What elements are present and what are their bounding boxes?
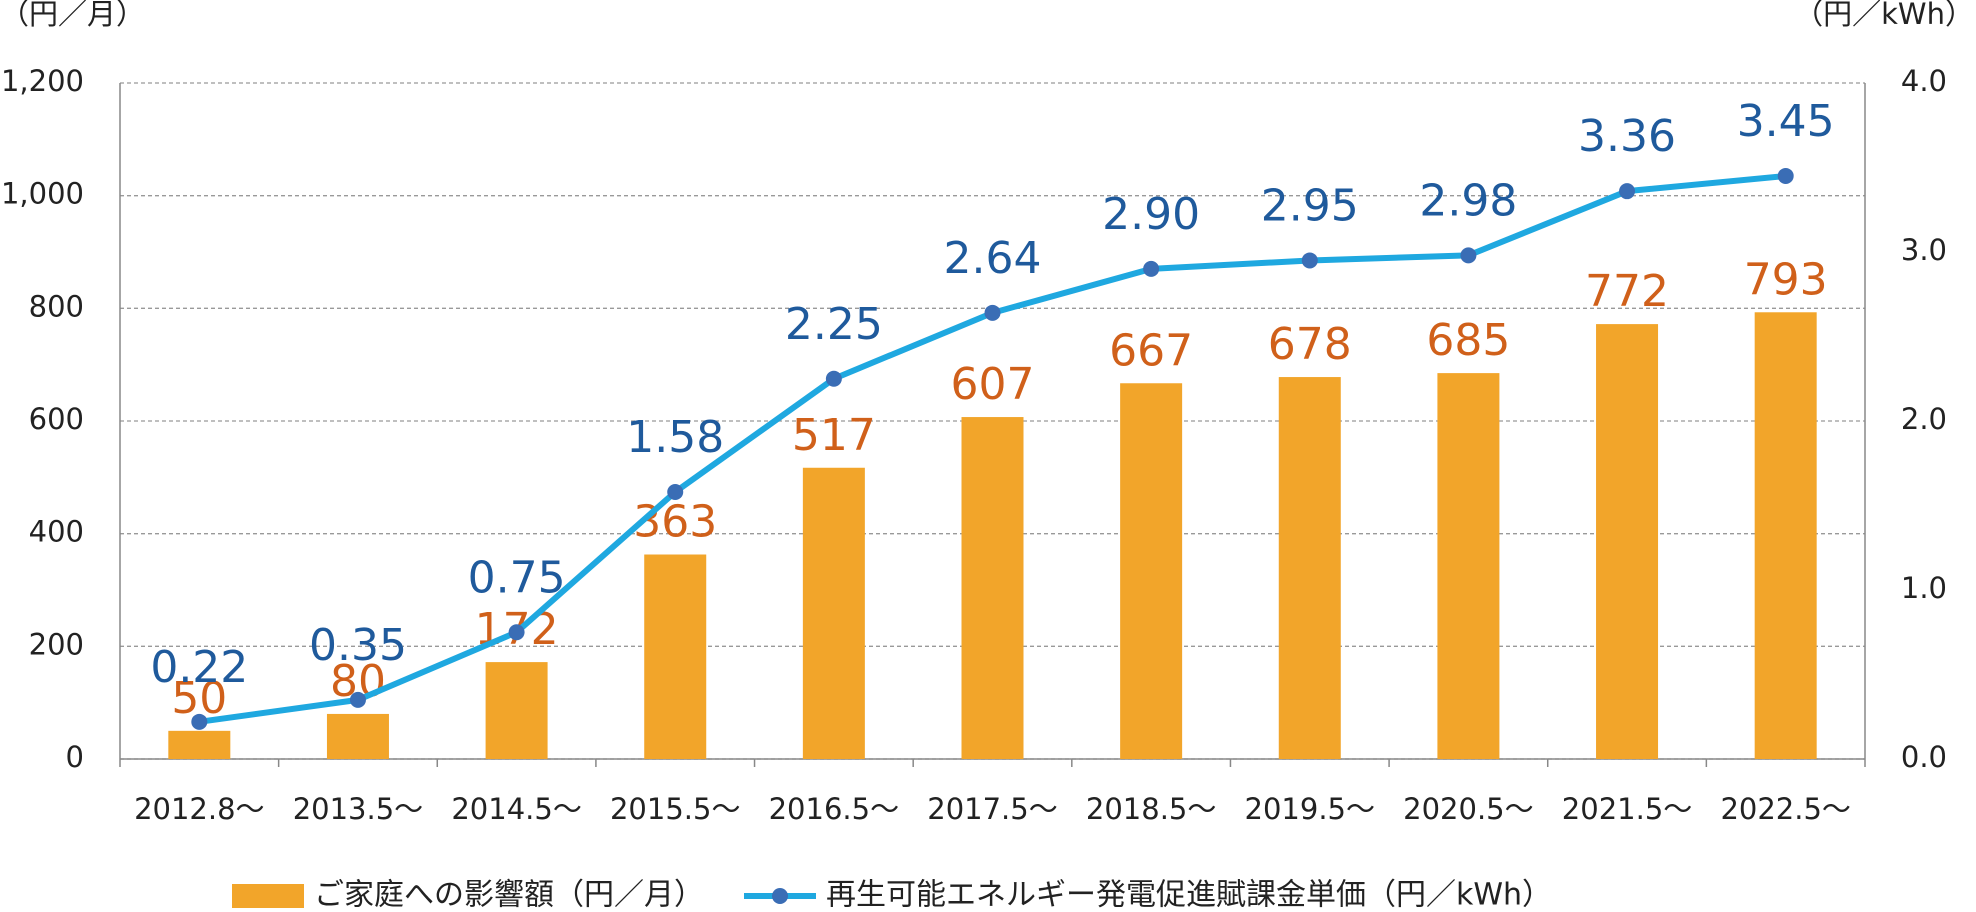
line-marker: [667, 483, 684, 500]
bar: [1120, 383, 1183, 759]
y-tick-label: 600: [29, 402, 84, 436]
line-value-label: 0.75: [468, 552, 566, 603]
x-tick-label: 2013.5～: [293, 792, 423, 826]
line-marker: [1143, 260, 1160, 277]
line-value-label: 2.25: [785, 299, 883, 350]
y2-tick-label: 1.0: [1901, 571, 1947, 605]
y2-tick-label: 2.0: [1901, 402, 1947, 436]
y-tick-label: 1,000: [1, 177, 84, 211]
line-marker: [1301, 252, 1318, 269]
bar-value-label: 517: [792, 410, 876, 461]
x-tick-label: 2016.5～: [769, 792, 899, 826]
line-marker: [1619, 183, 1636, 200]
line-value-label: 2.98: [1419, 175, 1517, 226]
bar: [802, 467, 865, 759]
x-tick-label: 2014.5～: [451, 792, 581, 826]
y-axis-label: （円／月）: [0, 0, 145, 31]
y-tick-label: 400: [29, 515, 84, 549]
bar-value-label: 667: [1109, 325, 1193, 376]
line-marker: [825, 370, 842, 387]
bar-value-label: 685: [1426, 315, 1510, 366]
bar: [1754, 312, 1817, 759]
bar-value-label: 607: [951, 359, 1035, 410]
y2-axis-label: （円／kWh）: [1794, 0, 1974, 31]
legend-marker: [772, 888, 788, 904]
line-marker: [191, 713, 208, 730]
bar-value-label: 678: [1268, 319, 1352, 370]
x-tick-label: 2022.5～: [1720, 792, 1850, 826]
line-marker: [1460, 247, 1477, 264]
y-tick-label: 1,200: [1, 64, 84, 98]
line-value-label: 0.35: [309, 620, 407, 671]
legend-swatch: [232, 884, 304, 908]
line-marker: [349, 691, 366, 708]
y-tick-label: 200: [29, 627, 84, 661]
line-marker: [1777, 167, 1794, 184]
y2-tick-label: 4.0: [1901, 64, 1947, 98]
x-tick-label: 2017.5～: [927, 792, 1057, 826]
bar: [485, 662, 548, 759]
line-value-label: 2.95: [1261, 180, 1359, 231]
bar-value-label: 793: [1744, 254, 1828, 305]
y-tick-label: 0: [66, 740, 84, 774]
x-tick-label: 2021.5～: [1562, 792, 1692, 826]
bar: [644, 554, 707, 759]
legend-label: 再生可能エネルギー発電促進賦課金単価（円／kWh）: [826, 878, 1552, 912]
line-value-label: 1.58: [626, 412, 724, 463]
bar: [326, 713, 389, 759]
bar: [168, 730, 231, 759]
x-tick-label: 2018.5～: [1086, 792, 1216, 826]
legend-label: ご家庭への影響額（円／月）: [314, 878, 704, 912]
bar-value-label: 363: [633, 497, 717, 548]
y2-tick-label: 0.0: [1901, 740, 1947, 774]
line-marker: [508, 624, 525, 641]
bar: [1596, 324, 1659, 759]
line-marker: [984, 304, 1001, 321]
x-tick-label: 2015.5～: [610, 792, 740, 826]
y2-tick-label: 3.0: [1901, 233, 1947, 267]
x-tick-label: 2020.5～: [1403, 792, 1533, 826]
bar: [1278, 377, 1341, 759]
x-tick-label: 2012.8～: [134, 792, 264, 826]
line-value-label: 2.64: [944, 233, 1042, 284]
line-value-label: 2.90: [1102, 189, 1200, 240]
line-value-label: 3.36: [1578, 111, 1676, 162]
bar-value-label: 772: [1585, 266, 1669, 317]
y-tick-label: 800: [29, 289, 84, 323]
line-value-label: 0.22: [150, 642, 248, 693]
bar: [961, 417, 1024, 759]
x-tick-label: 2019.5～: [1245, 792, 1375, 826]
bar: [1437, 373, 1500, 759]
line-value-label: 3.45: [1737, 96, 1835, 147]
